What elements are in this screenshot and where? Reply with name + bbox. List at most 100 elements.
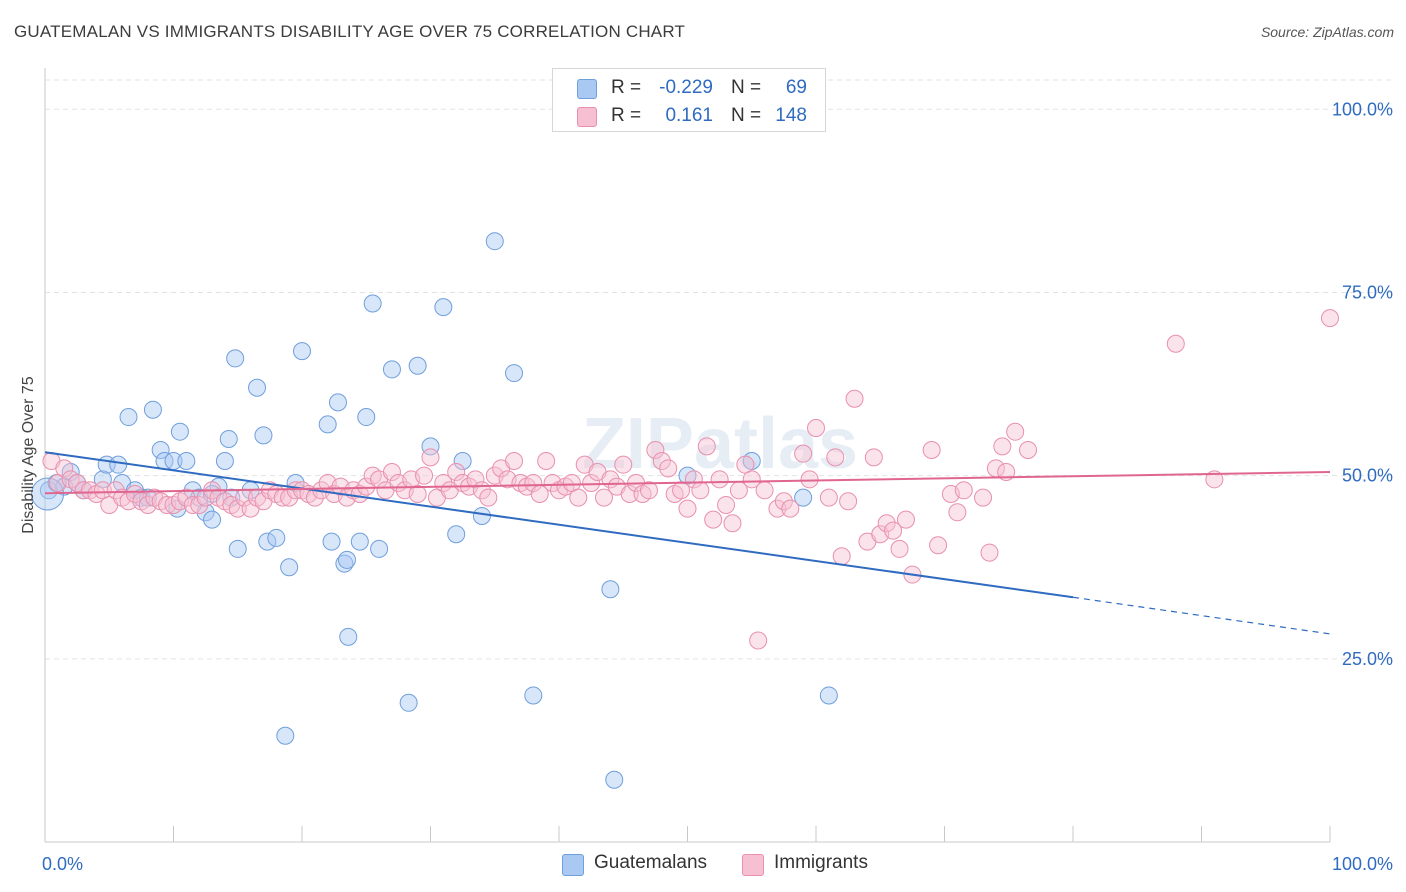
point-guatemalans-0 [39,481,58,500]
point-immigrants-144 [1321,309,1339,328]
point-immigrants-121 [845,389,864,408]
point-immigrants-126 [884,521,903,540]
legend-r-value: -0.229 [659,77,713,98]
point-immigrants-127 [890,539,909,558]
point-guatemalans-20 [177,452,196,470]
point-immigrants-135 [974,488,993,507]
point-immigrants-138 [993,437,1012,456]
point-immigrants-130 [922,441,941,460]
x-tick-label-max: 100.0% [1332,854,1393,874]
point-immigrants-59 [421,448,440,467]
point-immigrants-116 [807,419,825,438]
point-immigrants-86 [594,488,613,507]
stats-legend: R = -0.229 N = 69 R = 0.161 N = 148 [552,68,826,132]
point-guatemalans-39 [318,415,337,434]
point-guatemalans-24 [203,510,222,529]
point-guatemalans-38 [293,342,311,361]
point-immigrants-101 [691,481,710,500]
point-guatemalans-43 [337,550,356,569]
point-immigrants-68 [479,488,498,507]
trend-line-guatemalans-extension [1072,596,1331,635]
legend-n-value: 69 [785,77,807,98]
point-immigrants-128 [896,510,915,529]
point-guatemalans-52 [421,437,440,456]
source-label: Source: ZipAtlas.com [1260,24,1394,40]
point-guatemalans-35 [276,726,295,745]
point-immigrants-119 [832,547,851,566]
point-immigrants-136 [980,543,999,562]
point-guatemalans-51 [408,356,427,375]
point-guatemalans-28 [226,349,245,368]
point-guatemalans-55 [453,452,472,470]
point-immigrants-118 [826,448,845,467]
point-guatemalans-27 [219,430,238,449]
point-guatemalans-54 [447,525,466,544]
point-immigrants-114 [794,444,813,463]
point-guatemalans-10 [119,408,138,427]
legend-r-value: 0.161 [665,105,713,126]
point-guatemalans-60 [601,580,620,599]
point-guatemalans-26 [215,452,234,470]
point-immigrants-140 [1006,422,1025,441]
point-immigrants-99 [678,499,697,518]
y-tick-label-50: 50.0% [1342,466,1393,486]
point-guatemalans-58 [505,364,524,383]
point-guatemalans-34 [267,528,286,547]
point-immigrants-125 [877,514,896,533]
series-immigrants-points [42,309,1339,650]
chart-title: GUATEMALAN VS IMMIGRANTS DISABILITY AGE … [14,22,686,41]
point-immigrants-105 [717,495,736,514]
legend-r-label: R = [611,77,642,98]
point-immigrants-63 [447,462,466,481]
grid-lines [45,79,1392,660]
legend-n-label: N = [731,77,762,98]
legend-r-label: R = [611,105,642,126]
point-guatemalans-45 [350,532,369,551]
point-immigrants-10 [106,481,125,500]
point-guatemalans-59 [524,686,543,705]
point-immigrants-131 [929,536,948,555]
legend-n-label: N = [731,105,762,126]
point-guatemalans-29 [228,539,247,558]
point-guatemalans-40 [322,532,341,551]
point-immigrants-106 [723,514,742,533]
point-guatemalans-57 [485,232,504,251]
point-guatemalans-19 [170,422,189,441]
point-guatemalans-61 [605,770,624,789]
point-immigrants-29 [228,499,247,518]
point-immigrants-89 [614,455,633,474]
legend-row-guatemalans: R = -0.229 N = 69 [553,75,825,101]
point-immigrants-13 [125,484,144,503]
point-immigrants-2 [55,459,74,478]
point-guatemalans-49 [382,360,401,379]
point-guatemalans-48 [370,539,389,558]
point-immigrants-110 [755,481,774,500]
point-immigrants-141 [1019,441,1038,460]
point-immigrants-123 [864,448,883,467]
point-immigrants-96 [659,459,678,478]
point-guatemalans-41 [328,393,347,412]
legend-row-immigrants: R = 0.161 N = 148 [553,103,825,129]
point-immigrants-72 [505,452,524,470]
series-guatemalans-points [31,232,838,789]
point-immigrants-142 [1166,334,1185,353]
point-guatemalans-32 [254,426,273,445]
point-guatemalans-44 [339,627,358,646]
point-immigrants-82 [569,488,588,507]
trend-lines [44,451,1331,635]
point-immigrants-90 [620,484,639,503]
point-immigrants-103 [704,510,723,529]
point-immigrants-111 [768,499,787,518]
bottom-legend-swatch-immigrants [742,854,764,876]
point-immigrants-115 [800,470,819,489]
point-immigrants-120 [839,492,858,511]
point-immigrants-113 [781,499,800,518]
point-immigrants-53 [382,462,401,481]
point-immigrants-93 [639,481,658,500]
point-guatemalans-50 [399,693,418,712]
point-guatemalans-33 [258,532,277,551]
point-immigrants-95 [652,452,671,470]
point-immigrants-75 [524,473,543,492]
legend-swatch-guatemalans [577,79,597,99]
